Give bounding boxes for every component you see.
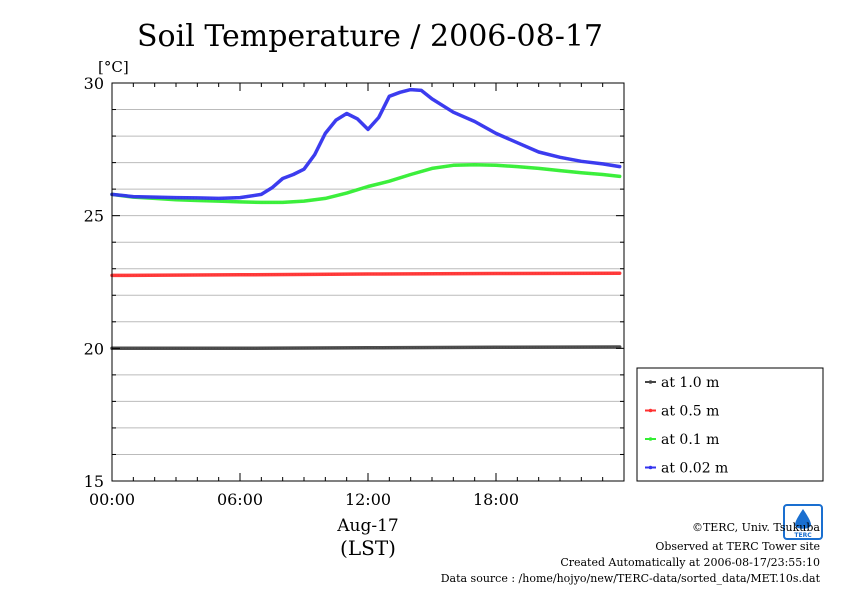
x-tick-label: 06:00 [217,490,263,509]
legend-marker [648,465,653,470]
y-tick-label: 20 [84,339,104,358]
y-tick-label: 15 [84,472,104,491]
grid-lines [112,109,624,455]
series-line-1 [110,271,622,278]
plot-frame [111,82,625,482]
series-dots-3 [111,88,620,200]
x-axis-unit-label: (LST) [340,536,396,560]
legend-label: at 0.02 m [661,461,728,477]
x-tick-label: 18:00 [473,490,519,509]
legend-label: at 0.1 m [661,432,719,448]
legend-marker [648,437,653,441]
x-tick-label: 00:00 [89,490,135,509]
legend-label: at 0.5 m [661,404,719,420]
y-axis-label: [°C] [98,58,129,76]
legend-marker [648,380,653,384]
credit-copyright: ©TERC, Univ. Tsukuba [692,521,820,534]
y-tick-label: 30 [84,74,104,93]
x-axis-date-label: Aug-17 [336,516,398,536]
y-tick-label: 25 [84,207,104,226]
series-dots-2 [111,164,620,203]
legend: at 1.0 m at 0.5 m at 0.1 m at 0.02 m [636,367,824,482]
axis-ticks [111,82,625,482]
x-tick-labels: 00:00 06:00 12:00 18:00 [89,490,519,509]
series-line-0 [110,345,622,351]
water-drop-icon [795,509,811,529]
series-layer [110,87,622,351]
chart-title: Soil Temperature / 2006-08-17 [137,19,603,54]
y-tick-labels: 15 20 25 30 [84,74,104,491]
legend-label: at 1.0 m [661,375,719,391]
legend-box [636,367,824,482]
series-line-3 [110,87,622,201]
credit-site: Observed at TERC Tower site [655,540,820,553]
legend-marker [648,408,653,413]
credit-created: Created Automatically at 2006-08-17/23:5… [560,556,820,569]
terc-badge: TERC [783,504,823,540]
credit-source: Data source : /home/hojyo/new/TERC-data/… [441,572,821,585]
x-tick-label: 12:00 [345,490,391,509]
terc-badge-text: TERC [794,532,812,539]
